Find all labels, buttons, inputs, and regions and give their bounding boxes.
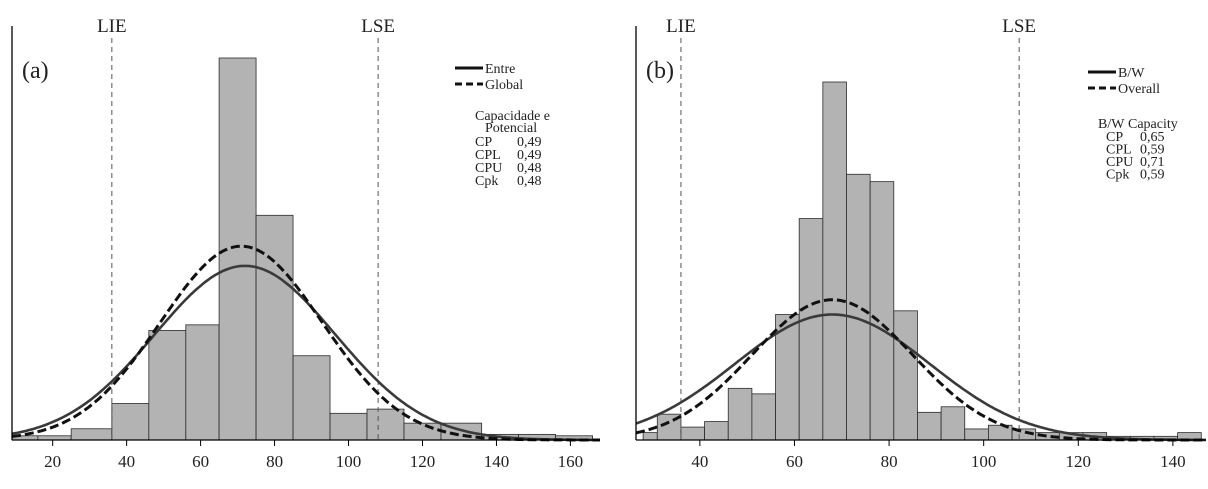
histogram-bar: [148, 330, 187, 441]
histogram-bar: [869, 181, 895, 441]
histogram-bar: [964, 428, 989, 441]
stats-title: Capacidade e: [475, 109, 550, 124]
x-tick-label: 80: [266, 452, 283, 471]
x-tick-label: 120: [1066, 452, 1092, 471]
histogram-bar: [329, 412, 368, 441]
x-tick-label: 100: [971, 452, 997, 471]
panel-label: (a): [22, 58, 49, 84]
histogram-bar: [917, 411, 942, 441]
histogram-bar: [255, 214, 294, 441]
stats-title-cont: Potencial: [485, 121, 537, 136]
histogram-bar: [366, 408, 405, 441]
x-tick-label: 160: [558, 452, 584, 471]
stat-label: Cpk: [1106, 168, 1129, 183]
stat-value: 0,49: [517, 148, 542, 163]
x-tick-label: 20: [44, 452, 61, 471]
histogram-bar: [940, 406, 966, 441]
x-tick-label: 100: [336, 452, 362, 471]
stat-value: 0,48: [517, 174, 542, 189]
legend-label: Global: [485, 78, 523, 93]
stat-label: CP: [475, 135, 492, 150]
stat-label: CPU: [1106, 155, 1133, 170]
histogram-bar: [846, 173, 871, 441]
histogram-bar: [727, 387, 753, 441]
x-tick-label: 40: [118, 452, 135, 471]
histogram-bar: [292, 355, 331, 441]
stat-value: 0,59: [1140, 143, 1165, 158]
stat-value: 0,49: [517, 135, 542, 150]
histogram-bar: [680, 426, 705, 441]
histogram-bar: [798, 218, 824, 441]
x-tick-label: 80: [881, 452, 898, 471]
fit-curve-global: [11, 244, 600, 442]
legend-label: B/W: [1118, 66, 1145, 81]
stat-label: CPL: [1106, 143, 1132, 158]
stats-title: Capacity: [1128, 117, 1178, 132]
histogram-bar: [704, 421, 729, 441]
histogram-bar: [403, 422, 442, 441]
histogram-bar: [893, 310, 918, 441]
histogram-bar: [751, 393, 776, 441]
x-tick-label: 140: [484, 452, 510, 471]
histogram-bar: [642, 432, 658, 441]
lower-spec-label: LIE: [666, 16, 696, 37]
histogram-bar: [70, 428, 113, 441]
stat-value: 0,59: [1140, 168, 1165, 183]
legend-label: Entre: [485, 62, 515, 77]
x-tick-label: 120: [410, 452, 436, 471]
legend-label: Overall: [1118, 82, 1160, 97]
fit-curve-b-w: [635, 313, 1206, 442]
histogram-bar: [185, 324, 220, 441]
stat-label: CPL: [475, 148, 501, 163]
chart-panel-a: LIE LSE 20 40 60 80 100 120 140 160 (a) EntreGlobal…: [11, 16, 600, 471]
stat-value: 0,48: [517, 161, 542, 176]
panel-label: (b): [646, 58, 674, 84]
x-tick-label: 60: [786, 452, 803, 471]
x-tick-label: 60: [192, 452, 209, 471]
stat-value: 0,71: [1140, 155, 1165, 170]
stat-label: CPU: [475, 161, 502, 176]
histogram-bar: [111, 403, 150, 441]
stat-label: Cpk: [475, 174, 498, 189]
stat-label: CP: [1106, 130, 1123, 145]
lower-spec-label: LIE: [97, 16, 127, 37]
upper-spec-label: LSE: [361, 16, 395, 37]
stat-value: 0,65: [1140, 130, 1165, 145]
stats-header: B/W: [1098, 117, 1125, 132]
histogram-bar: [822, 81, 847, 441]
x-tick-label: 140: [1160, 452, 1186, 471]
upper-spec-label: LSE: [1002, 16, 1036, 37]
x-tick-label: 40: [691, 452, 708, 471]
